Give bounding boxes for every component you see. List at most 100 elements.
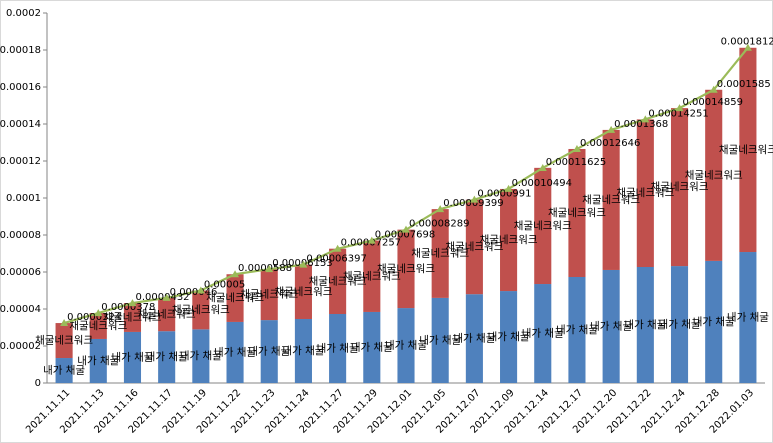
value-label: 0.00006397 bbox=[306, 254, 366, 265]
bar bbox=[89, 338, 107, 383]
series-label: 내가 채굴 bbox=[146, 351, 188, 363]
bar bbox=[670, 108, 689, 267]
bar bbox=[260, 269, 278, 321]
series-label: 채굴네크워크 bbox=[172, 303, 230, 316]
marker bbox=[196, 286, 205, 294]
series-label: 내가 채굴 bbox=[453, 333, 495, 345]
bar bbox=[670, 266, 689, 383]
marker bbox=[504, 184, 513, 192]
y-tick-label: 0.00012 bbox=[0, 156, 41, 167]
bar bbox=[294, 318, 312, 383]
bar bbox=[568, 148, 586, 277]
marker bbox=[94, 309, 103, 317]
value-label: 0.0000991 bbox=[477, 189, 531, 200]
series-label: 내가 채굴 bbox=[693, 316, 735, 328]
marker bbox=[572, 145, 581, 153]
series-label: 내가 채굴 bbox=[624, 319, 666, 331]
bar bbox=[226, 274, 244, 322]
series-label: 채굴네크워크 bbox=[138, 308, 196, 321]
series-label: 채굴네크워크 bbox=[514, 219, 572, 232]
y-tick-label: 0.00004 bbox=[0, 304, 41, 315]
y-tick-label: 0.0001 bbox=[6, 193, 41, 204]
marker bbox=[265, 265, 274, 273]
series-label: 내가 채굴 bbox=[488, 331, 530, 343]
value-label: 0.000046 bbox=[170, 287, 218, 298]
bar bbox=[55, 323, 73, 359]
bar bbox=[431, 209, 449, 298]
y-tick-label: 0 bbox=[35, 378, 41, 389]
marker bbox=[538, 163, 547, 171]
marker bbox=[128, 299, 137, 307]
bar bbox=[397, 229, 415, 309]
series-label: 채굴네크워크 bbox=[274, 285, 332, 298]
value-label: 0.0000324 bbox=[67, 312, 121, 323]
value-label: 0.00008289 bbox=[409, 219, 469, 230]
bar bbox=[636, 267, 654, 383]
marker bbox=[333, 244, 342, 252]
bar bbox=[705, 89, 723, 261]
bar bbox=[329, 313, 347, 383]
value-label: 0.00007698 bbox=[375, 230, 435, 241]
series-label: 채굴네크워크 bbox=[480, 233, 538, 246]
series-label: 채굴네크워크 bbox=[411, 247, 469, 260]
marker bbox=[367, 236, 376, 244]
series-label: 내가 채굴 bbox=[659, 319, 701, 331]
series-label: 채굴네크워크 bbox=[206, 291, 264, 304]
series-label: 채굴네크워크 bbox=[343, 269, 401, 282]
series-label: 내가 채굴 bbox=[43, 365, 85, 377]
series-label: 내가 채굴 bbox=[590, 320, 632, 332]
series-label: 채굴네크워크 bbox=[69, 319, 127, 332]
series-label: 내가 채굴 bbox=[556, 324, 598, 336]
bar bbox=[568, 276, 586, 383]
series-label: 내가 채굴 bbox=[180, 350, 222, 362]
marker bbox=[162, 293, 171, 301]
value-label: 0.0000378 bbox=[101, 302, 155, 313]
value-label: 0.00005 bbox=[204, 280, 245, 291]
bar bbox=[123, 303, 142, 332]
bar bbox=[123, 331, 142, 383]
bar bbox=[55, 358, 73, 383]
bar bbox=[363, 240, 381, 312]
bar bbox=[363, 311, 381, 383]
bar bbox=[534, 284, 552, 383]
series-label: 내가 채굴 bbox=[282, 345, 324, 357]
bar bbox=[500, 291, 518, 383]
bar bbox=[260, 320, 278, 383]
y-tick-label: 0.00018 bbox=[0, 45, 41, 56]
y-tick-label: 0.00016 bbox=[0, 82, 41, 93]
value-label: 0.0001368 bbox=[614, 119, 668, 130]
marker bbox=[641, 115, 650, 123]
series-label: 내가 채굴 bbox=[522, 328, 564, 340]
bar bbox=[192, 329, 210, 383]
marker bbox=[675, 104, 684, 112]
marker bbox=[470, 195, 479, 203]
series-label: 채굴네크워크 bbox=[685, 168, 743, 181]
bar bbox=[397, 308, 415, 383]
marker bbox=[299, 260, 308, 268]
series-label: 채굴네크워크 bbox=[240, 288, 298, 301]
bar bbox=[602, 129, 620, 270]
series-label: 내가 채굴 bbox=[317, 342, 359, 354]
bar bbox=[89, 313, 107, 339]
bar bbox=[602, 269, 620, 383]
value-label: 0.0000588 bbox=[238, 263, 292, 274]
marker bbox=[402, 225, 410, 233]
series-label: 내가 채굴 bbox=[214, 346, 256, 358]
bar bbox=[226, 321, 244, 383]
value-label: 0.00018122 bbox=[721, 37, 773, 48]
value-label: 0.00010494 bbox=[512, 178, 572, 189]
bar bbox=[192, 290, 210, 330]
value-label: 0.00009399 bbox=[443, 198, 503, 209]
series-label: 채굴네크워크 bbox=[309, 274, 367, 287]
y-tick-label: 0.00006 bbox=[0, 267, 41, 278]
value-label: 0.0001585 bbox=[717, 79, 771, 90]
marker bbox=[607, 125, 616, 133]
bar bbox=[294, 264, 312, 319]
y-tick-label: 0.00002 bbox=[0, 341, 41, 352]
series-label: 내가 채굴 bbox=[385, 340, 427, 352]
value-label: 0.00014251 bbox=[648, 108, 708, 119]
y-tick-label: 0.00008 bbox=[0, 230, 41, 241]
value-label: 0.00012646 bbox=[580, 138, 640, 149]
